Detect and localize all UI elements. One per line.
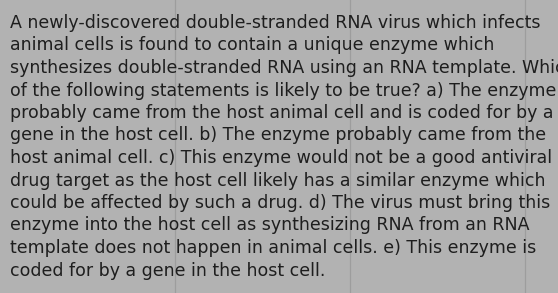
Text: template does not happen in animal cells. e) This enzyme is: template does not happen in animal cells… xyxy=(10,239,536,257)
Text: host animal cell. c) This enzyme would not be a good antiviral: host animal cell. c) This enzyme would n… xyxy=(10,149,552,167)
Text: coded for by a gene in the host cell.: coded for by a gene in the host cell. xyxy=(10,261,325,280)
Text: A newly-discovered double-stranded RNA virus which infects: A newly-discovered double-stranded RNA v… xyxy=(10,14,541,32)
Text: probably came from the host animal cell and is coded for by a: probably came from the host animal cell … xyxy=(10,104,554,122)
Text: enzyme into the host cell as synthesizing RNA from an RNA: enzyme into the host cell as synthesizin… xyxy=(10,217,530,234)
Text: drug target as the host cell likely has a similar enzyme which: drug target as the host cell likely has … xyxy=(10,171,546,190)
Text: of the following statements is likely to be true? a) The enzyme: of the following statements is likely to… xyxy=(10,81,556,100)
Text: synthesizes double-stranded RNA using an RNA template. Which: synthesizes double-stranded RNA using an… xyxy=(10,59,558,77)
Text: gene in the host cell. b) The enzyme probably came from the: gene in the host cell. b) The enzyme pro… xyxy=(10,127,546,144)
Text: could be affected by such a drug. d) The virus must bring this: could be affected by such a drug. d) The… xyxy=(10,194,550,212)
Text: animal cells is found to contain a unique enzyme which: animal cells is found to contain a uniqu… xyxy=(10,37,494,54)
